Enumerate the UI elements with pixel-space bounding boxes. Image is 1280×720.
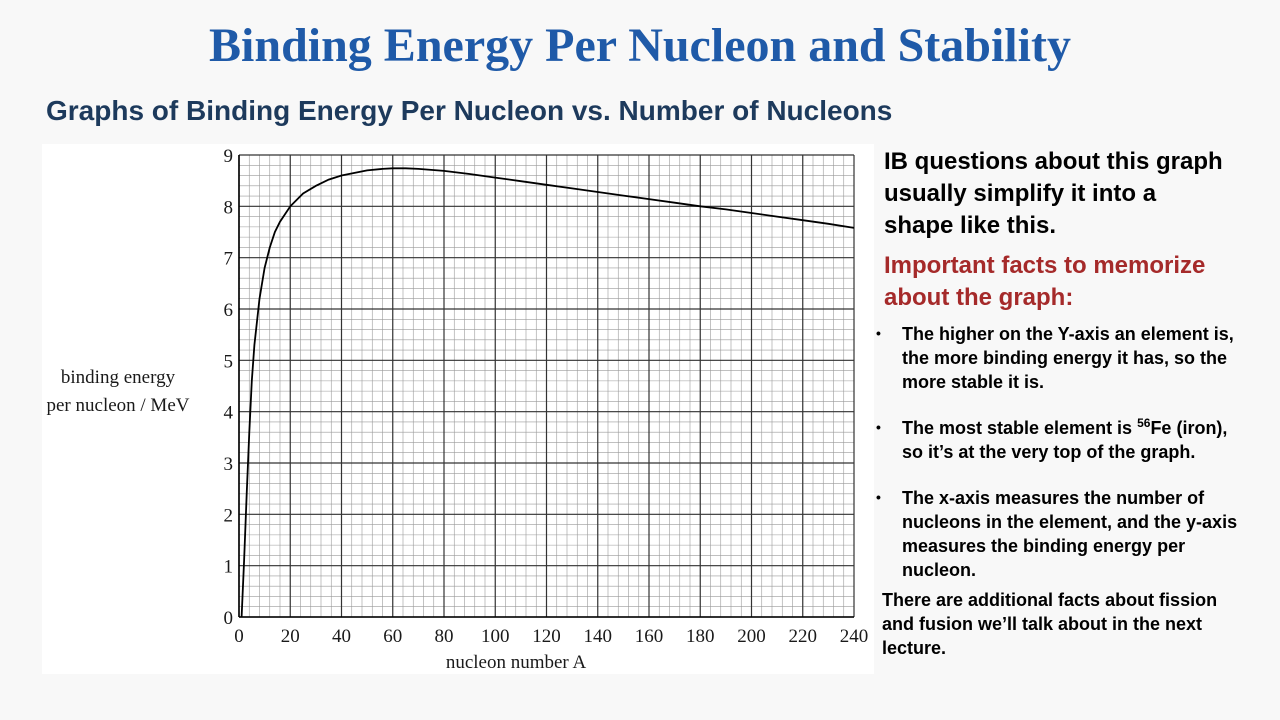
x-tick-label: 180 xyxy=(686,626,715,647)
x-tick-label: 220 xyxy=(789,626,818,647)
bullet: • xyxy=(876,489,881,505)
binding-energy-curve xyxy=(240,167,855,618)
y-tick-labels: 0 1 2 3 4 5 6 7 8 9 xyxy=(224,146,234,629)
fact-text-post: Fe (iron), so it’s at the very top of th… xyxy=(902,418,1228,462)
x-tick-label: 20 xyxy=(281,626,300,647)
binding-energy-chart: 0 1 2 3 4 5 6 7 8 9 0 20 40 60 80 100 120 140 160 180 200 22… xyxy=(224,146,869,673)
closing-text: There are additional facts about fission… xyxy=(882,590,1218,658)
facts-list: • The higher on the Y-axis an element is… xyxy=(876,322,1254,582)
fact-item-2: • The most stable element is 56Fe (iron)… xyxy=(876,416,1247,464)
x-tick-labels: 0 20 40 60 80 100 120 140 160 180 200 220 240 xyxy=(234,626,868,647)
y-tick-label: 4 xyxy=(224,403,234,424)
y-tick-label: 6 xyxy=(224,300,234,321)
slide-title: Binding Energy Per Nucleon and Stability xyxy=(209,19,1071,72)
bullet: • xyxy=(876,419,881,435)
chart-panel: binding energy per nucleon / MeV 0 1 2 3 4 5 6… xyxy=(42,144,874,674)
y-tick-label: 7 xyxy=(224,249,234,270)
axes xyxy=(238,155,854,618)
y-tick-label: 9 xyxy=(224,146,234,167)
x-tick-label: 240 xyxy=(840,626,869,647)
y-tick-label: 5 xyxy=(224,351,234,372)
x-tick-label: 160 xyxy=(635,626,664,647)
x-tick-label: 40 xyxy=(332,626,351,647)
notes-panel: IB questions about this graph usually si… xyxy=(876,146,1254,660)
x-tick-label: 100 xyxy=(481,626,510,647)
slide-subtitle: Graphs of Binding Energy Per Nucleon vs.… xyxy=(46,95,893,126)
bullet: • xyxy=(876,325,881,341)
intro-text: IB questions about this graph usually si… xyxy=(884,148,1223,239)
x-tick-label: 80 xyxy=(435,626,454,647)
y-tick-label: 8 xyxy=(224,197,234,218)
x-axis-label: nucleon number A xyxy=(446,652,587,673)
x-tick-label: 200 xyxy=(737,626,766,647)
y-axis-label: binding energy per nucleon / MeV xyxy=(42,364,194,420)
y-tick-label: 1 xyxy=(224,557,234,578)
y-tick-label: 3 xyxy=(224,454,234,475)
x-tick-label: 0 xyxy=(234,626,244,647)
fact-item-1: • The higher on the Y-axis an element is… xyxy=(876,322,1247,394)
fact-text-pre: The most stable element is xyxy=(902,418,1138,438)
fact-text: The higher on the Y-axis an element is, … xyxy=(902,324,1234,392)
iron-mass-number: 56 xyxy=(1137,416,1151,430)
y-axis-label-line2: per nucleon / MeV xyxy=(46,395,190,416)
fact-item-3: • The x-axis measures the number of nucl… xyxy=(876,486,1247,582)
x-tick-label: 60 xyxy=(383,626,402,647)
x-tick-label: 140 xyxy=(584,626,613,647)
facts-heading: Important facts to memorize about the gr… xyxy=(884,252,1206,311)
y-tick-label: 2 xyxy=(224,505,234,526)
fact-text: The x-axis measures the number of nucleo… xyxy=(902,488,1238,580)
y-tick-label: 0 xyxy=(224,608,234,629)
y-axis-label-line1: binding energy xyxy=(60,367,176,388)
x-tick-label: 120 xyxy=(532,626,561,647)
